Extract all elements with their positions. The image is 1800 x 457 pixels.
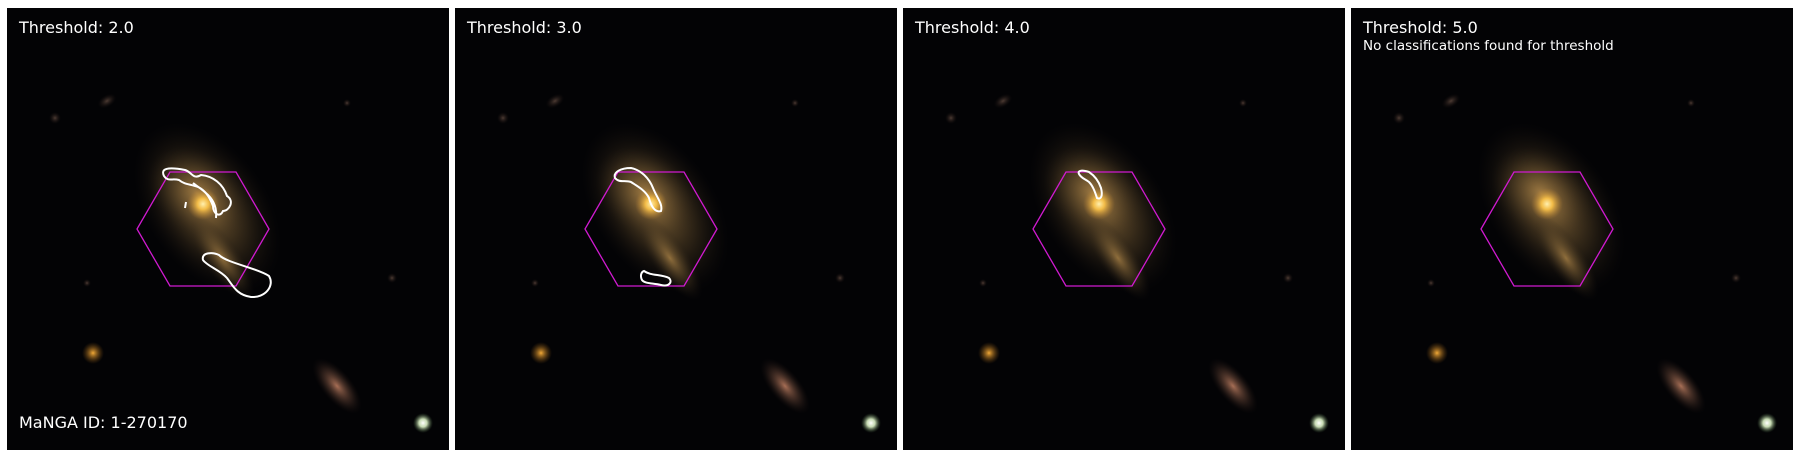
ifu-hexagon: [1480, 171, 1614, 287]
classification-contour: [184, 201, 187, 209]
classification-contour: [639, 269, 672, 287]
ifu-hexagon: [136, 171, 270, 287]
classification-contour: [162, 167, 232, 216]
panel-title: Threshold: 5.0: [1363, 18, 1478, 37]
image-panel-threshold-3: Threshold: 3.0: [455, 8, 897, 450]
ifu-hexagon: [584, 171, 718, 287]
galaxy-image: [1393, 93, 1777, 433]
classification-contour: [1077, 169, 1103, 200]
ifu-hexagon: [1032, 171, 1166, 287]
galaxy-image: [49, 93, 433, 433]
manga-id-label: MaNGA ID: 1-270170: [19, 413, 188, 432]
galaxy-image: [945, 93, 1329, 433]
classification-contour: [201, 252, 272, 299]
classification-contour: [613, 166, 663, 213]
panel-title: Threshold: 2.0: [19, 18, 134, 37]
classification-contour: [192, 182, 218, 219]
no-classifications-note: No classifications found for threshold: [1363, 38, 1614, 54]
panel-title: Threshold: 4.0: [915, 18, 1030, 37]
panel-title: Threshold: 3.0: [467, 18, 582, 37]
image-panel-threshold-2: Threshold: 2.0 MaNGA ID: 1-270170: [7, 8, 449, 450]
image-panel-threshold-4: Threshold: 4.0: [903, 8, 1345, 450]
image-panel-threshold-5: Threshold: 5.0 No classifications found …: [1351, 8, 1793, 450]
galaxy-image: [497, 93, 881, 433]
